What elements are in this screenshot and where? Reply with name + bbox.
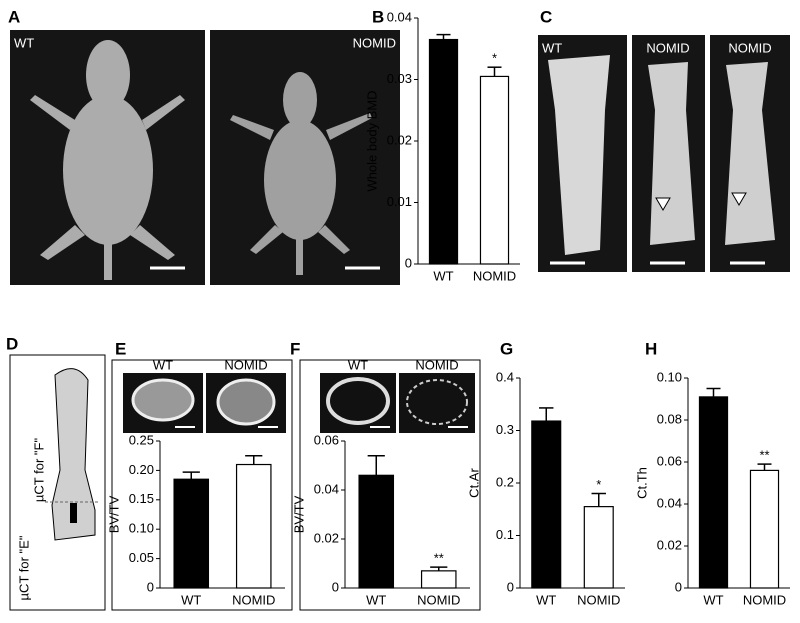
bar [749, 469, 780, 589]
y-tick-label: 0 [507, 579, 514, 594]
panel-label: H [645, 339, 657, 358]
mouse-silhouette [230, 72, 372, 275]
y-tick-label: 0 [147, 579, 154, 594]
y-tick-label: 0.01 [387, 194, 412, 209]
arrowhead [731, 192, 747, 206]
y-axis-label: Ct.Ar [466, 468, 481, 498]
image-label: NOMID [415, 357, 458, 372]
significance: * [596, 477, 601, 492]
y-axis-label: BV/TV [291, 495, 306, 533]
x-tick-label: NOMID [473, 268, 516, 283]
y-tick-label: 0.25 [129, 432, 154, 447]
ct-section [406, 379, 468, 425]
image-label: WT [14, 35, 34, 50]
bar [173, 478, 210, 589]
bar [235, 463, 272, 589]
y-tick-label: 0.04 [314, 481, 339, 496]
y-tick-label: 0.02 [387, 132, 412, 147]
y-tick-label: 0.10 [129, 521, 154, 536]
y-tick-label: 0.1 [496, 527, 514, 542]
significance: * [492, 51, 497, 66]
y-tick-label: 0.20 [129, 462, 154, 477]
bar [420, 570, 457, 589]
bar [531, 420, 562, 589]
y-tick-label: 0.03 [387, 71, 412, 86]
image-label: NOMID [646, 40, 689, 55]
panel-label: B [372, 7, 384, 26]
diagram-label: µCT for "E" [16, 535, 31, 600]
x-tick-label: NOMID [743, 592, 786, 607]
image-label: WT [542, 40, 562, 55]
y-tick-label: 0.04 [657, 495, 682, 510]
panel-label: A [8, 7, 20, 26]
significance: ** [759, 448, 769, 463]
panel-label: D [6, 334, 18, 353]
y-tick-label: 0.06 [657, 453, 682, 468]
x-tick-label: NOMID [417, 592, 460, 607]
bar [479, 75, 510, 265]
image-label: WT [348, 357, 368, 372]
significance: ** [434, 551, 444, 566]
x-tick-label: WT [703, 592, 723, 607]
section-region [70, 503, 77, 523]
ct-image [399, 373, 475, 433]
bar [583, 506, 614, 589]
x-tick-label: WT [366, 592, 386, 607]
x-tick-label: WT [536, 592, 556, 607]
y-tick-label: 0.02 [657, 537, 682, 552]
y-tick-label: 0.15 [129, 491, 154, 506]
y-tick-label: 0 [405, 255, 412, 270]
y-tick-label: 0.06 [314, 432, 339, 447]
image-label: NOMID [728, 40, 771, 55]
panel-label: E [115, 339, 126, 358]
ct-section [326, 377, 390, 425]
ct-section [131, 378, 195, 422]
y-tick-label: 0 [332, 579, 339, 594]
panel-label: F [290, 339, 300, 358]
x-tick-label: WT [433, 268, 453, 283]
arrowhead [655, 197, 671, 211]
panel-label: G [500, 339, 513, 358]
y-tick-label: 0.05 [129, 550, 154, 565]
y-tick-label: 0.08 [657, 411, 682, 426]
x-tick-label: NOMID [232, 592, 275, 607]
image-label: NOMID [224, 357, 267, 372]
ct-section [216, 378, 276, 426]
x-tick-label: WT [181, 592, 201, 607]
bar [698, 396, 729, 589]
y-tick-label: 0 [675, 579, 682, 594]
y-axis-label: BV/TV [106, 495, 121, 533]
bar [428, 38, 459, 265]
bone-diagram [51, 368, 96, 541]
y-tick-label: 0.4 [496, 369, 514, 384]
bar [358, 474, 395, 589]
bone [548, 55, 610, 255]
image-label: NOMID [353, 35, 396, 50]
y-axis-label: Whole body BMD [364, 90, 379, 191]
panel-label: C [540, 7, 552, 26]
x-tick-label: NOMID [577, 592, 620, 607]
diagram-label: µCT for "F" [31, 438, 46, 503]
image-label: WT [153, 357, 173, 372]
y-tick-label: 0.02 [314, 530, 339, 545]
y-tick-label: 0.3 [496, 422, 514, 437]
y-tick-label: 0.2 [496, 474, 514, 489]
y-axis-label: Ct.Th [634, 467, 649, 499]
mouse-silhouette [30, 40, 185, 280]
y-tick-label: 0.10 [657, 369, 682, 384]
y-tick-label: 0.04 [387, 9, 412, 24]
